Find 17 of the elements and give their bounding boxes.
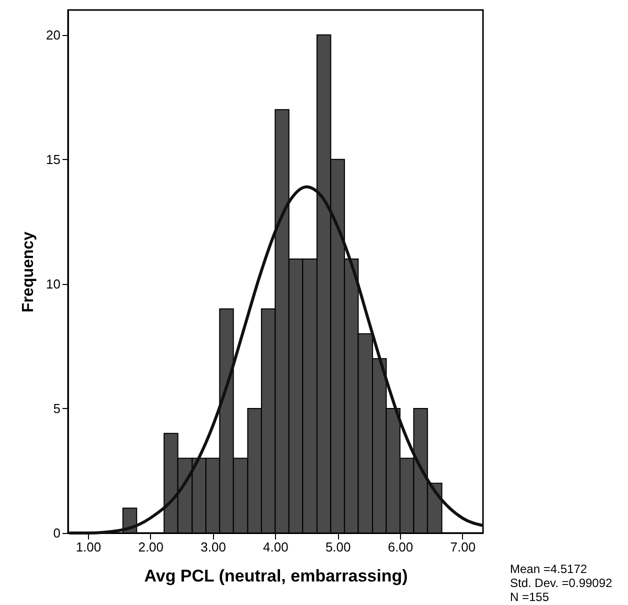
text: N =155 xyxy=(510,590,550,604)
x-tick-label: 1.00 xyxy=(76,540,102,554)
x-tick-label: 4.00 xyxy=(263,540,288,554)
text: Std. Dev. =0.99092 xyxy=(510,576,612,590)
x-tick-label: 2.00 xyxy=(138,540,164,554)
y-axis-title: Frequency xyxy=(20,231,38,312)
y-tick-label: 15 xyxy=(46,152,60,167)
text: Mean =4.5172 xyxy=(510,562,588,576)
x-tick-label: 5.00 xyxy=(325,540,351,554)
y-tick-label: 20 xyxy=(46,27,60,42)
x-axis-title: Avg PCL (neutral, embarrassing) xyxy=(144,566,408,586)
x-tick-label: 7.00 xyxy=(450,540,476,554)
y-tick-label: 5 xyxy=(53,400,60,416)
x-tick-label: 3.00 xyxy=(200,540,226,554)
y-tick-label: 0 xyxy=(53,526,60,540)
x-tick-label: 6.00 xyxy=(388,540,414,554)
y-tick-label: 10 xyxy=(46,276,60,292)
